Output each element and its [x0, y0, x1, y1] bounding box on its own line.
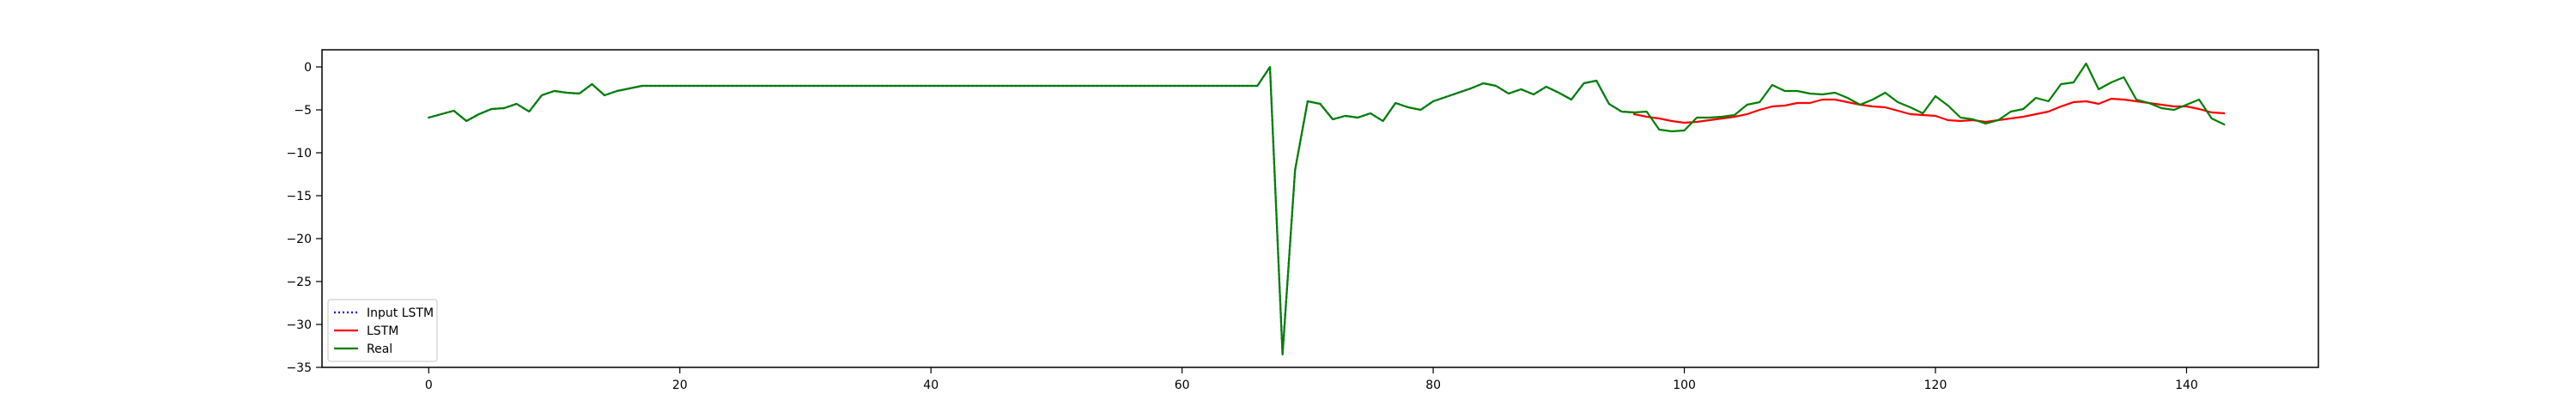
legend-label-2: LSTM — [367, 324, 398, 338]
series-line-2 — [1632, 97, 2226, 124]
legend-label-3: Real — [367, 342, 392, 356]
legend-label-1: Input LSTM — [367, 306, 434, 320]
plot-area — [322, 50, 2318, 367]
y-tick-label: −5 — [294, 104, 312, 118]
plot-background — [322, 50, 2318, 367]
y-tick-label: −25 — [286, 276, 312, 289]
x-tick-label: 100 — [1673, 379, 1696, 392]
x-tick-label: 60 — [1175, 379, 1190, 392]
x-tick-label: 0 — [425, 379, 433, 392]
x-tick-label: 120 — [1924, 379, 1947, 392]
x-tick-label: 80 — [1425, 379, 1441, 392]
axes-layer — [321, 49, 2319, 368]
y-tick-label: −30 — [286, 318, 312, 332]
series-layer — [428, 62, 2226, 356]
y-tick-label: −10 — [286, 147, 312, 161]
plot-frame — [321, 49, 2319, 368]
x-tick-label: 140 — [2175, 379, 2198, 392]
y-tick-label: −15 — [286, 190, 312, 203]
x-tick-label: 40 — [923, 379, 939, 392]
x-tick-label: 20 — [672, 379, 688, 392]
y-tick-label: 0 — [304, 61, 312, 75]
x-axis-ticks: 0 20 40 60 80 100 120 140 — [425, 367, 2198, 392]
legend-box — [327, 299, 438, 362]
y-tick-label: −20 — [286, 233, 312, 246]
legend: Input LSTM LSTM Real — [327, 299, 438, 362]
series-line-3 — [428, 62, 2226, 356]
y-tick-label: −35 — [286, 361, 312, 375]
y-axis-ticks: 0 −5 −10 −15 −20 −25 −30 −35 — [286, 61, 322, 375]
